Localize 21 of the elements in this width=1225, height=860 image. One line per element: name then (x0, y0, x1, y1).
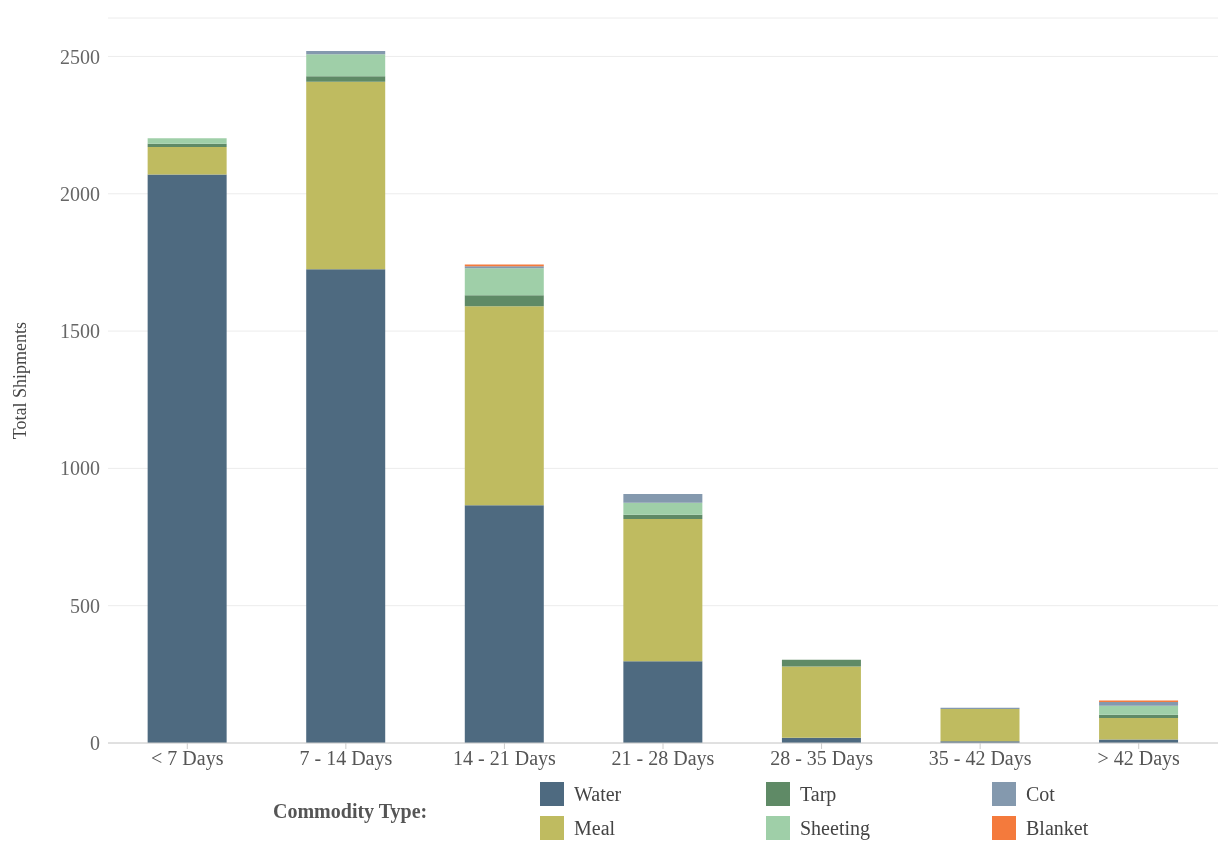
legend-label: Meal (574, 816, 616, 840)
y-tick-label: 0 (90, 732, 100, 755)
x-tick-label: > 42 Days (1097, 747, 1181, 771)
legend-label: Sheeting (800, 816, 870, 840)
legend-title: Commodity Type: (273, 799, 429, 823)
x-tick-label: 7 - 14 Days (299, 747, 393, 771)
y-tick-label: 1000 (60, 457, 100, 480)
legend-label: Blanket (1026, 816, 1089, 840)
x-tick-label: < 7 Days (151, 747, 224, 771)
x-tick-label: 21 - 28 Days (611, 747, 715, 771)
x-tick-label: 35 - 42 Days (928, 747, 1032, 771)
legend-label: Cot (1026, 782, 1055, 806)
x-tick-label: 14 - 21 Days (453, 747, 557, 771)
y-tick-label: 500 (70, 594, 100, 617)
y-tick-label: 2000 (60, 182, 100, 205)
legend-label: Tarp (800, 782, 837, 806)
y-tick-label: 1500 (60, 320, 100, 343)
y-axis-title: Total Shipments (10, 321, 31, 440)
legend-label: Water (574, 782, 622, 806)
x-tick-label: 28 - 35 Days (770, 747, 874, 771)
y-tick-label: 2500 (60, 45, 100, 68)
